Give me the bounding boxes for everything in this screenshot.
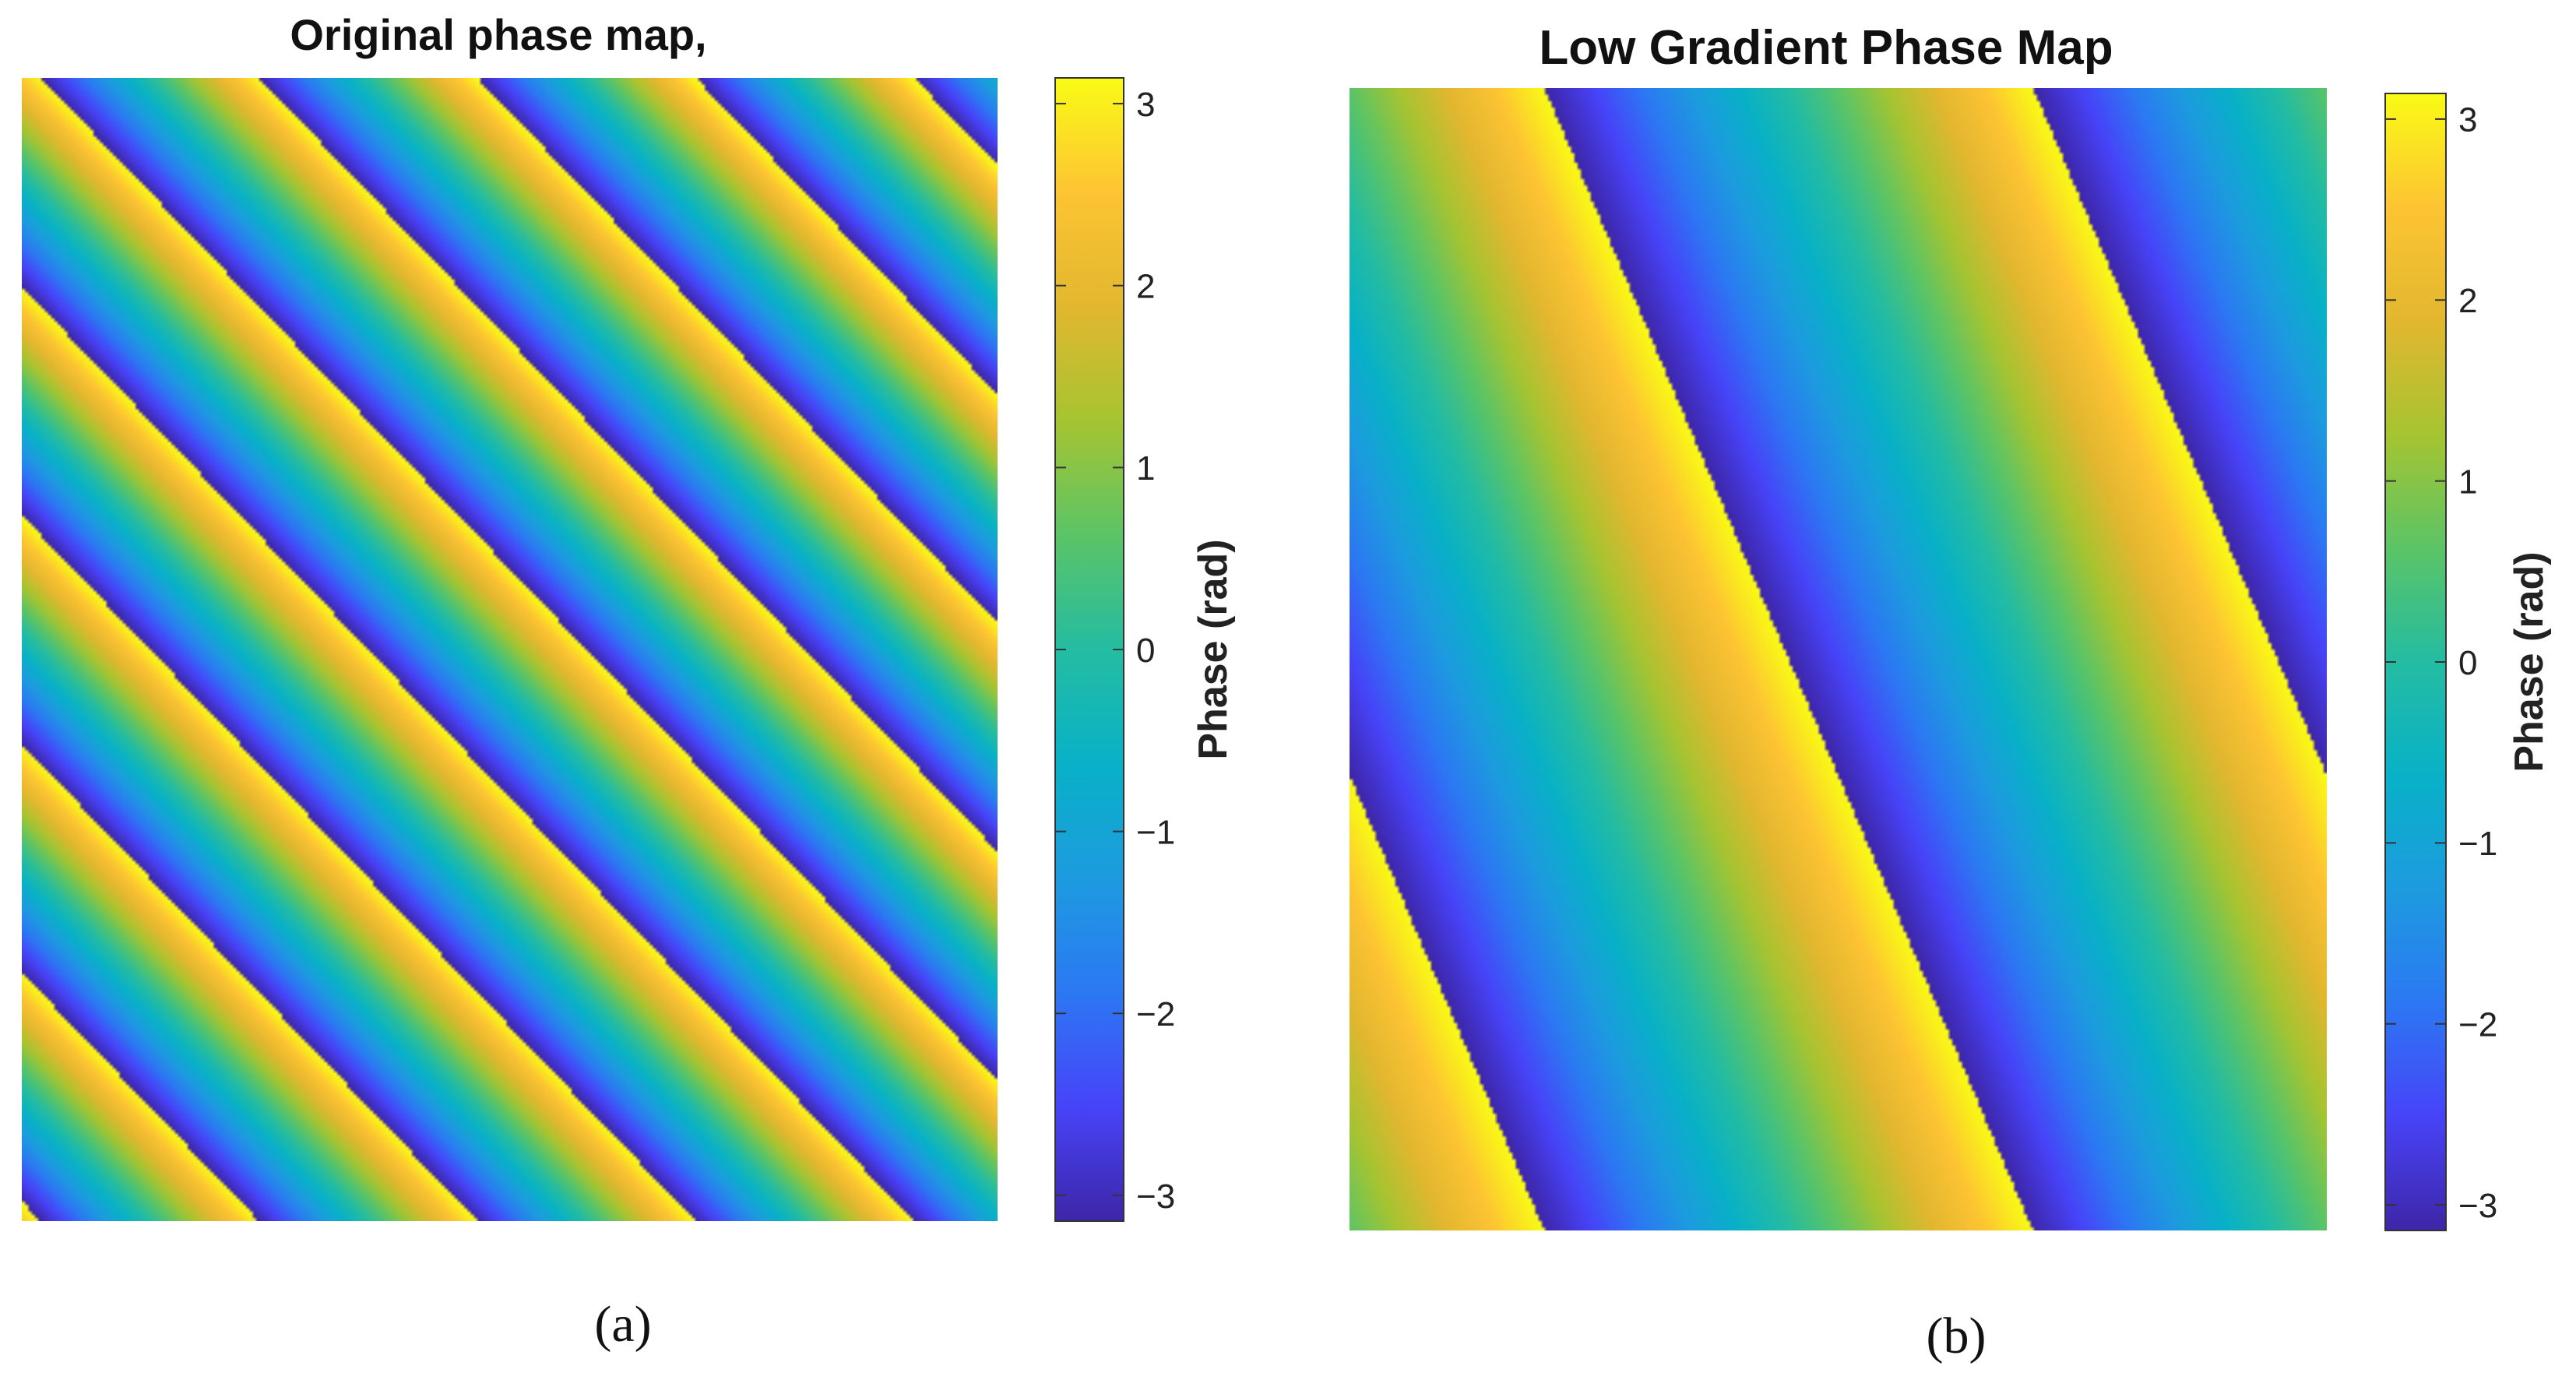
panel-a-colorbar-tick-label: 2 — [1136, 268, 1155, 306]
panel-a: Original phase map, 3 2 1 0 −1 −2 −3 Phase (ra… — [22, 10, 1236, 1353]
panel-b-colorbar-tick-label: 2 — [2458, 282, 2477, 320]
panel-b-colorbar-ticks: 3 2 1 0 −1 −2 −3 — [2385, 101, 2497, 1225]
panel-b-colorbar-label: Phase (rad) — [2507, 551, 2552, 772]
panel-b-colorbar-tick-label: −3 — [2458, 1187, 2497, 1225]
panel-b-colorbar-tick-label: 3 — [2458, 101, 2477, 139]
panel-a-colorbar-tick-label: −1 — [1136, 813, 1175, 851]
panel-a-colorbar-tick-label: −2 — [1136, 995, 1175, 1033]
panel-a-colorbar — [1054, 77, 1124, 1222]
panel-a-caption: (a) — [594, 1296, 651, 1353]
panel-a-colorbar-label: Phase (rad) — [1191, 539, 1236, 759]
panel-b-colorbar-tick-label: 1 — [2458, 463, 2477, 501]
panel-b-colorbar-tick-label: −2 — [2458, 1006, 2497, 1044]
panel-a-colorbar-tick-label: 0 — [1136, 632, 1155, 670]
panel-b-caption: (b) — [1927, 1308, 1987, 1364]
panel-a-title: Original phase map, — [290, 10, 706, 59]
panel-a-colorbar-tick-label: 1 — [1136, 449, 1155, 488]
panel-b-heatmap — [1350, 88, 2327, 1230]
panel-a-colorbar-tick-label: −3 — [1136, 1178, 1175, 1216]
panel-b-colorbar-tick-label: 0 — [2458, 644, 2477, 682]
panel-b: Low Gradient Phase Map 3 2 1 0 −1 −2 −3 Phase … — [1350, 21, 2552, 1364]
panel-a-colorbar-tick-label: 3 — [1136, 86, 1155, 124]
panel-a-heatmap — [22, 78, 998, 1221]
panel-a-colorbar-ticks: 3 2 1 0 −1 −2 −3 — [1055, 86, 1175, 1216]
panel-b-colorbar-tick-label: −1 — [2458, 825, 2497, 863]
panel-b-title: Low Gradient Phase Map — [1539, 21, 2113, 75]
